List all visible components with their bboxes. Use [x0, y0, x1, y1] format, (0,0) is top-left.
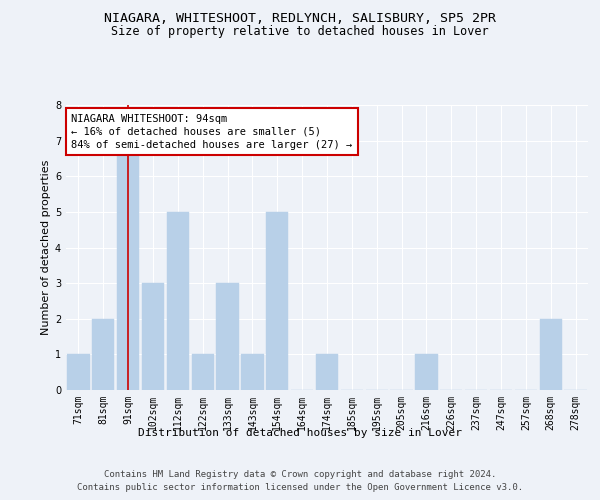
- Text: Distribution of detached houses by size in Lover: Distribution of detached houses by size …: [138, 428, 462, 438]
- Y-axis label: Number of detached properties: Number of detached properties: [41, 160, 51, 335]
- Text: Contains HM Land Registry data © Crown copyright and database right 2024.: Contains HM Land Registry data © Crown c…: [104, 470, 496, 479]
- Bar: [191, 354, 214, 390]
- Text: Contains public sector information licensed under the Open Government Licence v3: Contains public sector information licen…: [77, 482, 523, 492]
- Bar: [217, 283, 239, 390]
- Bar: [67, 354, 89, 390]
- Text: NIAGARA, WHITESHOOT, REDLYNCH, SALISBURY, SP5 2PR: NIAGARA, WHITESHOOT, REDLYNCH, SALISBURY…: [104, 12, 496, 26]
- Bar: [142, 283, 164, 390]
- Bar: [316, 354, 338, 390]
- Text: NIAGARA WHITESHOOT: 94sqm
← 16% of detached houses are smaller (5)
84% of semi-d: NIAGARA WHITESHOOT: 94sqm ← 16% of detac…: [71, 114, 352, 150]
- Bar: [117, 140, 139, 390]
- Bar: [266, 212, 289, 390]
- Bar: [415, 354, 437, 390]
- Bar: [539, 319, 562, 390]
- Bar: [241, 354, 263, 390]
- Text: Size of property relative to detached houses in Lover: Size of property relative to detached ho…: [111, 25, 489, 38]
- Bar: [167, 212, 189, 390]
- Bar: [92, 319, 115, 390]
